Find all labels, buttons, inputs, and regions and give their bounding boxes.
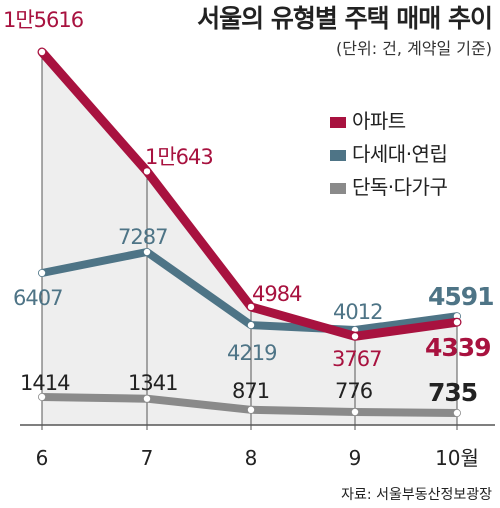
data-label: 4012 — [333, 300, 382, 324]
x-tick-label: 9 — [349, 446, 362, 470]
data-label: 871 — [232, 379, 269, 403]
area-fill — [42, 52, 457, 425]
data-label: 776 — [335, 379, 373, 403]
legend-swatch — [330, 183, 346, 194]
data-point — [247, 321, 255, 329]
x-tick-label: 7 — [141, 446, 154, 470]
x-tick-label: 8 — [245, 446, 258, 470]
data-label: 1만5616 — [3, 8, 84, 32]
legend-label: 다세대·연립 — [352, 142, 447, 166]
data-label: 6407 — [13, 286, 62, 310]
data-label: 735 — [428, 378, 477, 407]
x-tick-label: 6 — [36, 446, 49, 470]
data-label: 7287 — [118, 225, 167, 249]
data-point — [351, 408, 359, 416]
x-tick-labels: 6 7 8 9 10월 — [36, 446, 479, 470]
data-label: 1만643 — [145, 145, 213, 169]
data-point — [247, 303, 255, 311]
data-point — [143, 395, 151, 402]
legend-swatch — [330, 150, 346, 161]
data-label: 4984 — [252, 282, 302, 306]
legend-label: 단독·다가구 — [352, 175, 447, 199]
data-label: 4219 — [227, 341, 276, 365]
data-label: 3767 — [332, 347, 381, 371]
data-labels: 1만5616 1만643 4984 3767 4339 6407 7287 4219 4012 4… — [3, 8, 495, 407]
chart-title: 서울의 유형별 주택 매매 추이 — [197, 4, 492, 33]
data-point — [247, 406, 255, 413]
data-point — [453, 409, 461, 417]
data-point — [453, 313, 461, 320]
x-tick-label: 10월 — [435, 446, 479, 470]
chart-subtitle: (단위: 건, 계약일 기준) — [336, 39, 492, 58]
data-label: 4591 — [428, 282, 494, 311]
source-note: 자료: 서울부동산정보광장 — [341, 487, 492, 503]
data-point — [38, 269, 46, 277]
legend-label: 아파트 — [352, 109, 406, 133]
data-label: 1341 — [128, 371, 177, 395]
data-point — [143, 248, 151, 256]
series-layer — [37, 47, 462, 417]
data-label: 4339 — [425, 333, 491, 362]
data-label: 1414 — [20, 371, 70, 395]
data-point — [38, 393, 46, 401]
data-point — [453, 319, 461, 326]
data-point — [38, 48, 46, 56]
data-point — [351, 333, 359, 340]
data-point — [143, 168, 151, 175]
legend-swatch — [330, 117, 346, 128]
